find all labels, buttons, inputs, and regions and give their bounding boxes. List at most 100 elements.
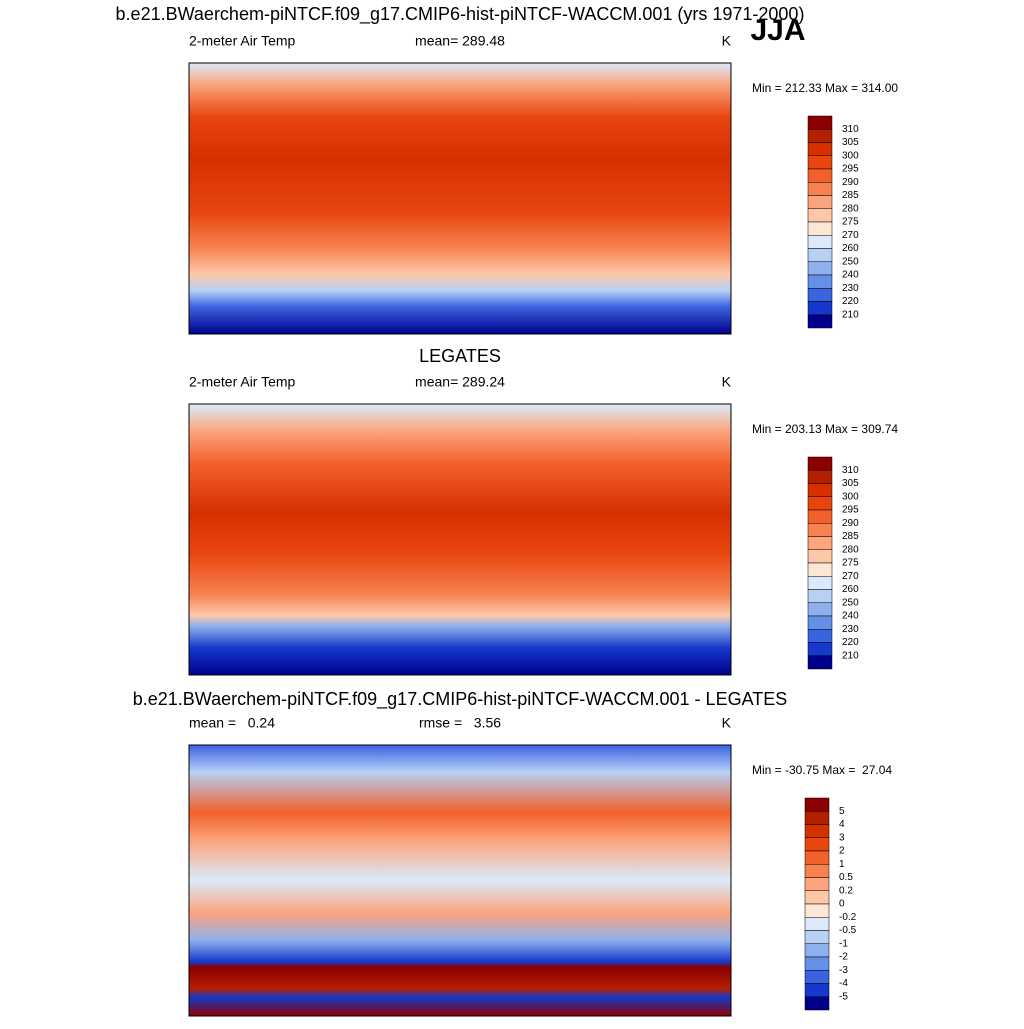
colorbar-box [807,248,833,262]
colorbar-box [807,602,833,617]
colorbar-box [807,129,833,143]
colorbar-box [807,523,833,537]
colorbar-box [807,261,833,276]
colorbar-label: 310 [842,465,859,476]
colorbar-label: 3 [839,832,845,843]
colorbar-box [807,155,833,170]
colorbar-label: 270 [842,571,859,582]
panel-units: K [722,715,732,731]
colorbar-label: 270 [842,230,859,241]
colorbar-label: 5 [839,806,845,817]
colorbar-box [807,509,833,524]
colorbar-label: -2 [839,952,848,963]
colorbar-box [807,115,833,130]
colorbar-box [804,850,830,865]
panel-center-label: mean= 289.48 [415,33,505,49]
colorbar-label: 260 [842,584,859,595]
colorbar-label: 285 [842,190,859,201]
colorbar-label: 290 [842,518,859,529]
min-max-label: Min = -30.75 Max = 27.04 [752,763,892,777]
colorbar-label: 220 [842,296,859,307]
colorbar-label: 0 [839,899,845,910]
colorbar-box [804,864,830,878]
map-field [188,744,732,1017]
panel-left-label: mean = 0.24 [189,715,275,731]
colorbar-label: 275 [842,558,859,569]
colorbar-box [807,274,833,289]
colorbar-box [807,629,833,643]
colorbar-box [807,456,833,471]
colorbar-box [807,208,833,223]
map-field [188,62,732,335]
colorbar-label: 260 [842,243,859,254]
colorbar-box [807,182,833,196]
colorbar-box [807,576,833,590]
colorbar-label: 275 [842,217,859,228]
colorbar-box [804,890,830,905]
colorbar-box [807,314,833,329]
colorbar-label: 310 [842,124,859,135]
colorbar-label: -0.5 [839,925,857,936]
colorbar-box [804,970,830,984]
colorbar-box [807,483,833,497]
colorbar-label: 250 [842,256,859,267]
colorbar-label: -5 [839,991,848,1002]
colorbar-label: 250 [842,597,859,608]
colorbar-box [804,930,830,944]
colorbar-label: 240 [842,611,859,622]
colorbar-box [804,996,830,1011]
colorbar-box [807,288,833,302]
colorbar-label: 0.2 [839,885,853,896]
colorbar-label: 2 [839,846,845,857]
colorbar-label: 280 [842,544,859,555]
colorbar-label: -0.2 [839,912,857,923]
colorbar-box [807,301,833,315]
colorbar-label: 300 [842,491,859,502]
panel-title: LEGATES [419,346,501,366]
colorbar-label: -4 [839,978,848,989]
colorbar-label: 280 [842,203,859,214]
colorbar-label: 305 [842,137,859,148]
colorbar-label: 300 [842,150,859,161]
colorbar-box [807,221,833,236]
min-max-label: Min = 212.33 Max = 314.00 [752,81,898,95]
colorbar-label: 1 [839,859,845,870]
colorbar-box [807,470,833,484]
colorbar-box [804,917,830,931]
panel-title: b.e21.BWaerchem-piNTCF.f09_g17.CMIP6-his… [133,689,788,710]
colorbar-box [804,956,830,971]
colorbar-label: -3 [839,965,848,976]
season-label: JJA [750,14,805,47]
colorbar-box [804,797,830,812]
colorbar-box [807,235,833,249]
colorbar-box [807,195,833,209]
colorbar-label: 290 [842,177,859,188]
colorbar-box [807,589,833,603]
colorbar-box [804,903,830,918]
colorbar-box [804,877,830,891]
colorbar-box [807,496,833,511]
colorbar-box [804,824,830,838]
colorbar-label: 295 [842,164,859,175]
colorbar-box [807,615,833,630]
panel-title: b.e21.BWaerchem-piNTCF.f09_g17.CMIP6-his… [116,4,805,25]
colorbar-box [807,562,833,577]
colorbar-box [807,536,833,550]
colorbar-label: 240 [842,270,859,281]
colorbar-label: 0.5 [839,872,853,883]
colorbar-box [807,168,833,183]
colorbar-label: -1 [839,938,848,949]
colorbar-box [804,811,830,825]
panel-units: K [722,374,732,390]
colorbar-box [804,837,830,852]
panel-left-label: 2-meter Air Temp [189,33,296,49]
colorbar-label: 210 [842,309,859,320]
panel-units: K [722,33,732,49]
colorbar-label: 230 [842,283,859,294]
colorbar-box [807,655,833,670]
colorbar-label: 4 [839,819,845,830]
colorbar-box [804,983,830,997]
colorbar-box [807,549,833,564]
